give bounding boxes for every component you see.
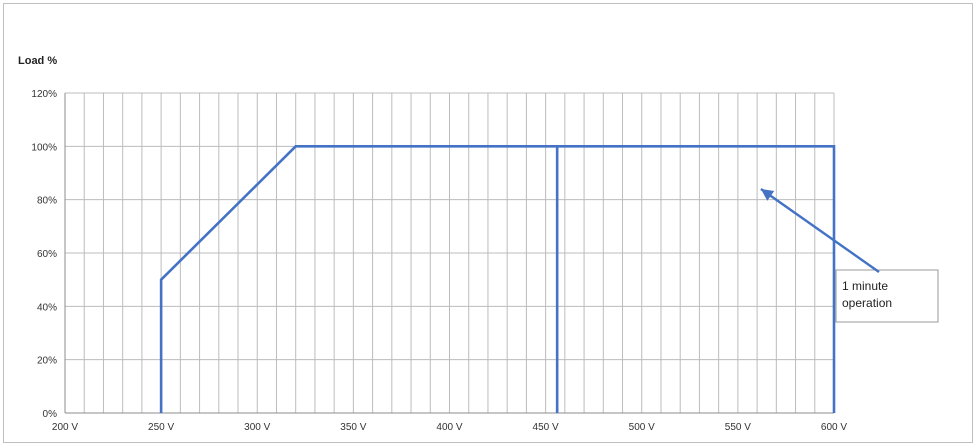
y-tick-label: 80% (37, 196, 57, 207)
annotation-arrow (760, 188, 880, 273)
axes-layer: 0% 20% 40% 60% 80% 100% 120% 200 V 250 V 300 V 350… (31, 89, 847, 433)
x-tick-label: 500 V (629, 422, 655, 433)
series-layer (159, 145, 836, 413)
x-tick-label: 550 V (725, 422, 751, 433)
grid-layer (64, 92, 835, 414)
x-tick-label: 200 V (52, 422, 78, 433)
x-tick-label: 300 V (244, 422, 270, 433)
annotation-text: 1 minute (842, 279, 888, 293)
annotation-layer: 1 minute operation (760, 188, 939, 323)
annotation-text: operation (842, 296, 892, 310)
x-tick-label: 350 V (340, 422, 366, 433)
annotation-arrowhead (760, 189, 775, 201)
y-axis-label: Load % (18, 55, 57, 67)
y-tick-label: 100% (31, 142, 57, 153)
y-tick-label: 0% (43, 409, 58, 420)
x-tick-label: 400 V (436, 422, 462, 433)
y-tick-label: 40% (37, 302, 57, 313)
x-tick-label: 250 V (148, 422, 174, 433)
series-line (159, 145, 836, 413)
x-tick-label: 600 V (821, 422, 847, 433)
chart-frame: 0% 20% 40% 60% 80% 100% 120% 200 V 250 V 300 V 350… (3, 3, 973, 443)
chart-svg: 0% 20% 40% 60% 80% 100% 120% 200 V 250 V 300 V 350… (18, 55, 939, 433)
annotation-box (835, 269, 939, 323)
x-tick-label: 450 V (533, 422, 559, 433)
y-tick-label: 60% (37, 249, 57, 260)
y-tick-label: 120% (31, 89, 57, 100)
y-tick-label: 20% (37, 356, 57, 367)
